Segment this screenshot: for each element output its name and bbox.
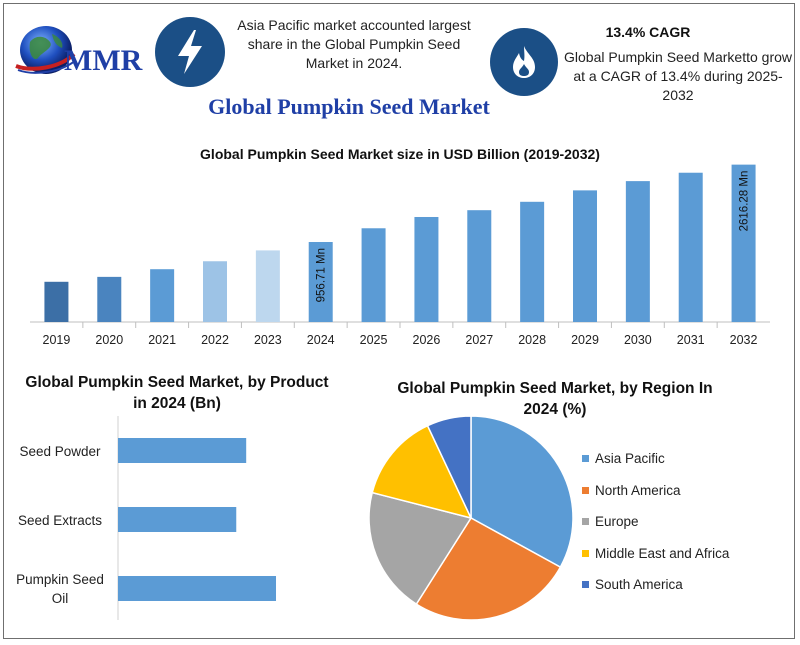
legend-swatch <box>582 518 589 526</box>
bar-2032 <box>731 164 756 322</box>
lightning-badge <box>155 17 225 87</box>
tick-label-2028: 2028 <box>518 333 546 347</box>
product-label-0: Seed Powder <box>19 443 101 459</box>
legend-swatch <box>582 549 589 557</box>
pie-slice-0 <box>470 415 574 569</box>
flame-badge <box>490 28 558 96</box>
region-chart-title: Global Pumpkin Seed Market, by Region In… <box>397 380 713 418</box>
bar-2031 <box>678 172 703 322</box>
flame-icon <box>513 46 535 78</box>
bar-2025 <box>361 228 386 322</box>
tick-label-2020: 2020 <box>95 333 123 347</box>
pie-slice-4 <box>426 415 472 519</box>
bar-2019 <box>44 281 69 322</box>
tick-label-2023: 2023 <box>254 333 282 347</box>
legend-item-2: Europe <box>582 506 729 538</box>
legend-label: Middle East and Africa <box>595 545 730 561</box>
lightning-icon <box>178 30 202 74</box>
pie-slice-3 <box>371 424 473 520</box>
tick-label-2031: 2031 <box>677 333 705 347</box>
product-label-1: Seed Extracts <box>17 512 103 528</box>
legend-label: Europe <box>595 514 639 530</box>
bar-2023 <box>255 250 280 322</box>
hbar-1 <box>118 507 237 532</box>
product-chart-title: Global Pumpkin Seed Market, by Product i… <box>25 374 329 412</box>
bar-2027 <box>467 210 492 322</box>
legend-swatch <box>582 455 589 463</box>
tick-label-2022: 2022 <box>201 333 229 347</box>
region-legend: Asia Pacific North America Europe Middle Ea… <box>582 443 729 601</box>
globe-logo-icon <box>15 26 77 74</box>
legend-item-4: South America <box>582 569 729 601</box>
logo-text: MMR <box>64 44 143 77</box>
tick-label-2026: 2026 <box>413 333 441 347</box>
bar-2029 <box>573 190 597 322</box>
tick-label-2024: 2024 <box>307 333 335 347</box>
mmr-logo: MMR <box>12 14 152 84</box>
bar-2020 <box>97 276 122 322</box>
tick-label-2019: 2019 <box>43 333 71 347</box>
legend-swatch <box>582 581 589 589</box>
page-title: Global Pumpkin Seed Market <box>208 94 490 119</box>
asia-pacific-info: Asia Pacific market accounted largest sh… <box>237 17 471 71</box>
legend-swatch <box>582 486 589 494</box>
tick-label-2029: 2029 <box>571 333 599 347</box>
legend-item-0: Asia Pacific <box>582 443 729 475</box>
tick-label-2027: 2027 <box>465 333 493 347</box>
legend-item-3: Middle East and Africa <box>582 538 729 570</box>
tick-label-2025: 2025 <box>360 333 388 347</box>
hbar-0 <box>118 438 247 463</box>
bar-2024 <box>308 242 333 322</box>
legend-label: North America <box>595 482 681 498</box>
tick-label-2032: 2032 <box>730 333 758 347</box>
legend-label: Asia Pacific <box>595 451 665 467</box>
legend-item-1: North America <box>582 475 729 507</box>
tick-label-2021: 2021 <box>148 333 176 347</box>
bar-2030 <box>625 181 650 322</box>
bar-2026 <box>414 216 439 322</box>
market-size-chart-title: Global Pumpkin Seed Market size in USD B… <box>200 146 600 162</box>
infographic-frame <box>3 3 795 639</box>
data-label-2024: 956.71 Mn <box>316 248 328 302</box>
legend-label: South America <box>595 577 683 593</box>
product-label-2: Pumpkin Seed Oil <box>16 572 104 606</box>
tick-label-2030: 2030 <box>624 333 652 347</box>
pie-slice-1 <box>415 517 562 621</box>
bar-2021 <box>150 269 175 322</box>
cagr-info: Global Pumpkin Seed Marketto grow at a C… <box>564 49 792 103</box>
hbar-2 <box>118 576 277 601</box>
bar-2022 <box>203 261 227 322</box>
data-label-2032: 2616.28 Mn <box>739 171 751 232</box>
bar-2028 <box>520 201 545 322</box>
cagr-title: 13.4% CAGR <box>605 24 691 40</box>
pie-slice-2 <box>368 491 473 606</box>
